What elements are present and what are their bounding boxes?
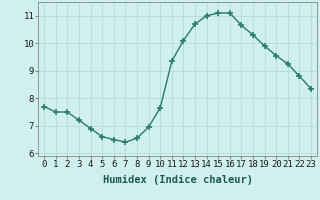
X-axis label: Humidex (Indice chaleur): Humidex (Indice chaleur)	[103, 175, 252, 185]
